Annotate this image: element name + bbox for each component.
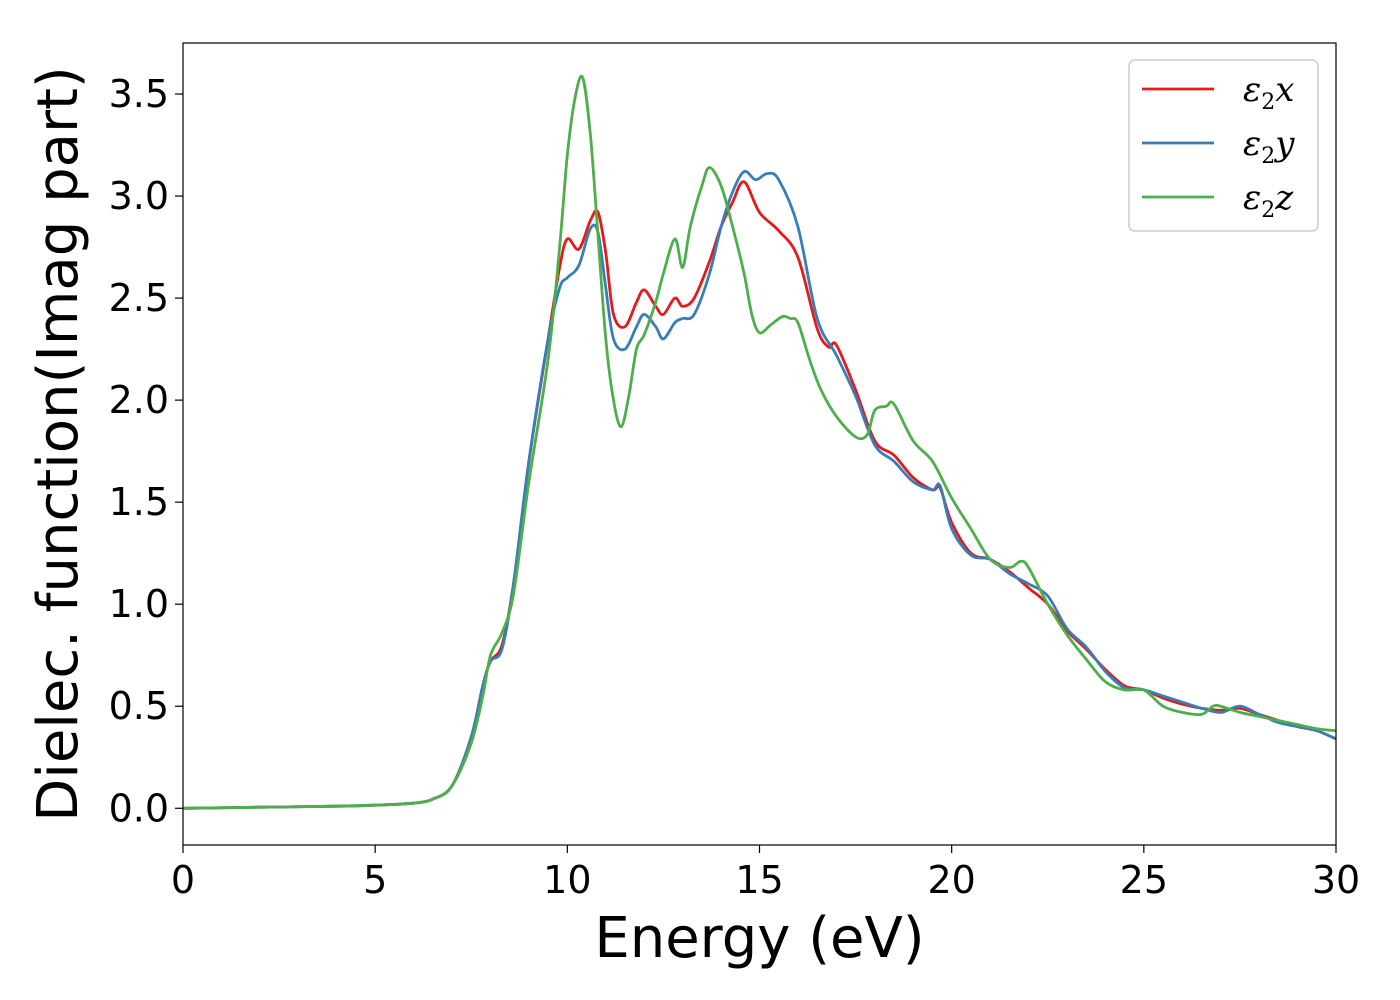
- legend-box: [1128, 59, 1319, 232]
- plot-lines: [182, 74, 1337, 810]
- y-tick-label: 3.0: [109, 174, 169, 218]
- legend-label-y: ε2y: [1243, 124, 1295, 169]
- y-tick-label: 3.5: [109, 72, 169, 116]
- y-tick-label: 0.5: [109, 684, 169, 728]
- x-tick-label: 20: [927, 858, 975, 902]
- y-axis: 0.0 0.5 1.0 1.5 2.0 2.5 3.0 3.5: [109, 72, 183, 830]
- legend: ε2x ε2y ε2z: [1128, 59, 1319, 232]
- y-tick-label: 2.5: [109, 276, 169, 320]
- x-axis-label: Energy (eV): [594, 906, 924, 971]
- y-axis-label: Dielec. function(Imag part): [26, 66, 91, 822]
- y-tick-label: 1.5: [109, 480, 169, 524]
- y-tick-label: 0.0: [109, 786, 169, 830]
- legend-label-z: ε2z: [1243, 178, 1294, 223]
- series-line-z: [182, 74, 1337, 810]
- x-tick-label: 25: [1120, 858, 1168, 902]
- x-tick-label: 30: [1312, 858, 1360, 902]
- x-axis: 0 5 10 15 20 25 30: [171, 845, 1360, 902]
- x-tick-label: 15: [735, 858, 783, 902]
- x-tick-label: 0: [171, 858, 195, 902]
- y-tick-label: 1.0: [109, 582, 169, 626]
- x-tick-label: 5: [363, 858, 387, 902]
- legend-label-x: ε2x: [1243, 70, 1294, 115]
- x-tick-label: 10: [543, 858, 591, 902]
- y-tick-label: 2.0: [109, 378, 169, 422]
